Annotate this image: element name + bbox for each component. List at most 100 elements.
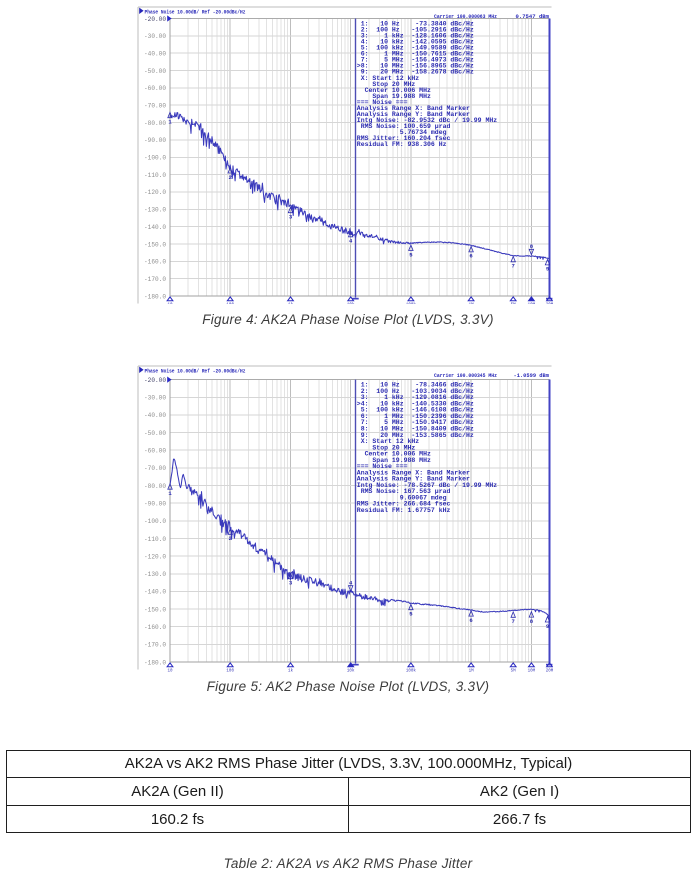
svg-text:10k: 10k xyxy=(347,303,355,304)
svg-text:-90.00: -90.00 xyxy=(144,500,166,507)
svg-text:-160.0: -160.0 xyxy=(144,624,166,631)
svg-text:8: 8 xyxy=(530,243,534,250)
svg-text:9: 20 MHz -153.5865 dBc/Hz: 9: 20 MHz -153.5865 dBc/Hz xyxy=(357,432,474,439)
svg-text:>4: 10 kHz -140.5330 dBc/Hz: >4: 10 kHz -140.5330 dBc/Hz xyxy=(357,400,474,407)
svg-text:Analysis Range Y: Band Marker: Analysis Range Y: Band Marker xyxy=(357,476,470,483)
svg-text:Analysis Range X: Band Marker: Analysis Range X: Band Marker xyxy=(357,105,470,112)
svg-text:-30.00: -30.00 xyxy=(144,395,166,402)
svg-text:-130.0: -130.0 xyxy=(144,207,166,214)
svg-text:Phase Noise 10.00dB/ Ref -20.0: Phase Noise 10.00dB/ Ref -20.00dBc/Hz xyxy=(145,8,246,15)
svg-text:7: 5 MHz -156.4973 dBc/Hz: 7: 5 MHz -156.4973 dBc/Hz xyxy=(357,57,474,64)
svg-text:Residual FM: 938.306 Hz: Residual FM: 938.306 Hz xyxy=(357,141,447,148)
svg-text:-40.00: -40.00 xyxy=(144,412,166,419)
svg-text:1: 10 Hz -73.3840 dBc/Hz: 1: 10 Hz -73.3840 dBc/Hz xyxy=(357,21,474,28)
svg-text:5: 100 kHz -149.9589 dBc/Hz: 5: 100 kHz -149.9589 dBc/Hz xyxy=(357,45,474,52)
svg-text:9.60067 mdeg: 9.60067 mdeg xyxy=(357,494,447,501)
svg-text:-130.0: -130.0 xyxy=(144,571,166,578)
svg-text:-180.0: -180.0 xyxy=(144,293,166,300)
svg-text:Stop 20 MHz: Stop 20 MHz xyxy=(357,81,416,88)
svg-text:=== Noise ===: === Noise === xyxy=(357,99,408,106)
svg-text:2: 100 Hz -105.2916 dBc/Hz: 2: 100 Hz -105.2916 dBc/Hz xyxy=(357,27,474,34)
svg-text:10: 10 xyxy=(167,670,173,673)
svg-text:-70.00: -70.00 xyxy=(144,465,166,472)
svg-text:-1.0599 dBm: -1.0599 dBm xyxy=(514,372,550,379)
svg-text:6: 1 MHz -150.2396 dBc/Hz: 6: 1 MHz -150.2396 dBc/Hz xyxy=(357,413,474,420)
svg-text:6: 6 xyxy=(469,617,473,624)
svg-text:1: 1 xyxy=(168,490,172,497)
svg-text:1: 10 Hz -78.3466 dBc/Hz: 1: 10 Hz -78.3466 dBc/Hz xyxy=(357,382,474,389)
svg-text:5.76734 mdeg: 5.76734 mdeg xyxy=(357,129,447,136)
svg-text:-160.0: -160.0 xyxy=(144,259,166,266)
svg-text:2: 2 xyxy=(229,174,233,181)
svg-text:-60.00: -60.00 xyxy=(144,85,166,92)
svg-text:-140.0: -140.0 xyxy=(144,224,166,231)
svg-text:Center 10.006 MHz: Center 10.006 MHz xyxy=(357,451,431,458)
svg-text:Carrier 100.000063 MHz: Carrier 100.000063 MHz xyxy=(434,13,497,20)
svg-text:-20.00: -20.00 xyxy=(144,16,166,23)
svg-text:RMS Noise: 100.659 μrad: RMS Noise: 100.659 μrad xyxy=(357,123,451,130)
svg-text:-70.00: -70.00 xyxy=(144,103,166,110)
svg-text:X: Start 12 kHz: X: Start 12 kHz xyxy=(357,75,419,82)
svg-text:5: 100 kHz -146.6108 dBc/Hz: 5: 100 kHz -146.6108 dBc/Hz xyxy=(357,407,474,414)
svg-text:Center 10.006 MHz: Center 10.006 MHz xyxy=(357,87,431,94)
svg-text:X: Start 12 kHz: X: Start 12 kHz xyxy=(357,438,419,445)
svg-text:-150.0: -150.0 xyxy=(144,241,166,248)
svg-text:9: 20 MHz -158.2678 dBc/Hz: 9: 20 MHz -158.2678 dBc/Hz xyxy=(357,69,474,76)
svg-text:RMS Jitter: 160.204 fsec: RMS Jitter: 160.204 fsec xyxy=(357,135,451,142)
svg-text:5: 5 xyxy=(409,611,413,618)
svg-text:7: 5 MHz -150.9417 dBc/Hz: 7: 5 MHz -150.9417 dBc/Hz xyxy=(357,419,474,426)
svg-text:-180.0: -180.0 xyxy=(144,659,166,666)
svg-text:100: 100 xyxy=(226,670,234,673)
svg-text:8: 10 MHz -150.8409 dBc/Hz: 8: 10 MHz -150.8409 dBc/Hz xyxy=(357,425,474,432)
svg-text:-170.0: -170.0 xyxy=(144,642,166,649)
svg-text:RMS Jitter: 266.684 fsec: RMS Jitter: 266.684 fsec xyxy=(357,501,451,508)
svg-text:1: 1 xyxy=(168,119,172,126)
svg-text:8: 8 xyxy=(530,618,534,625)
svg-text:Stop 20 MHz: Stop 20 MHz xyxy=(357,444,416,451)
svg-text:1k: 1k xyxy=(288,303,294,304)
svg-text:-150.0: -150.0 xyxy=(144,606,166,613)
svg-text:-120.0: -120.0 xyxy=(144,553,166,560)
svg-text:0.7547 dBm: 0.7547 dBm xyxy=(516,13,550,20)
svg-text:=== Noise ===: === Noise === xyxy=(357,463,408,470)
svg-text:Carrier 100.000345 MHz: Carrier 100.000345 MHz xyxy=(434,372,497,379)
svg-text:Phase Noise 10.00dB/ Ref -20.0: Phase Noise 10.00dB/ Ref -20.00dBc/Hz xyxy=(145,367,246,374)
svg-text:9: 9 xyxy=(546,623,550,630)
svg-text:7: 7 xyxy=(512,263,515,270)
svg-text:RMS Noise: 167.563 μrad: RMS Noise: 167.563 μrad xyxy=(357,488,451,495)
svg-text:10k: 10k xyxy=(347,669,355,673)
svg-text:6: 6 xyxy=(469,253,473,260)
svg-text:Residual FM: 1.67757 kHz: Residual FM: 1.67757 kHz xyxy=(357,507,451,514)
svg-text:4: 4 xyxy=(349,238,353,245)
svg-text:20M: 20M xyxy=(546,670,553,673)
svg-text:-50.00: -50.00 xyxy=(144,68,166,75)
svg-text:-90.00: -90.00 xyxy=(144,137,166,144)
svg-text:6: 1 MHz -150.7615 dBc/Hz: 6: 1 MHz -150.7615 dBc/Hz xyxy=(357,51,474,58)
svg-text:-80.00: -80.00 xyxy=(144,483,166,490)
svg-text:5: 5 xyxy=(409,251,413,258)
svg-text:Span 19.988 MHz: Span 19.988 MHz xyxy=(357,93,431,100)
svg-text:5M: 5M xyxy=(511,670,517,673)
svg-text:-20.00: -20.00 xyxy=(144,377,166,384)
svg-text:3: 1 kHz -128.1606 dBc/Hz: 3: 1 kHz -128.1606 dBc/Hz xyxy=(357,33,474,40)
svg-text:4: 4 xyxy=(349,580,353,587)
svg-text:>8: 10 MHz -156.8965 dBc/Hz: >8: 10 MHz -156.8965 dBc/Hz xyxy=(357,63,474,70)
svg-text:-110.0: -110.0 xyxy=(144,536,166,543)
svg-text:Span 19.988 MHz: Span 19.988 MHz xyxy=(357,457,431,464)
svg-text:Analysis Range X: Band Marker: Analysis Range X: Band Marker xyxy=(357,469,470,476)
svg-text:9: 9 xyxy=(546,266,550,273)
svg-text:4: 10 kHz -142.0595 dBc/Hz: 4: 10 kHz -142.0595 dBc/Hz xyxy=(357,39,474,46)
svg-text:3: 3 xyxy=(289,580,293,587)
svg-text:-30.00: -30.00 xyxy=(144,33,166,40)
svg-text:2: 100 Hz -103.9034 dBc/Hz: 2: 100 Hz -103.9034 dBc/Hz xyxy=(357,388,474,395)
svg-text:-100.0: -100.0 xyxy=(144,518,166,525)
svg-text:1M: 1M xyxy=(469,670,475,673)
svg-text:-110.0: -110.0 xyxy=(144,172,166,179)
svg-text:-80.00: -80.00 xyxy=(144,120,166,127)
svg-text:-50.00: -50.00 xyxy=(144,430,166,437)
svg-text:Intg Noise: -82.9532 dBc / 19.: Intg Noise: -82.9532 dBc / 19.99 MHz xyxy=(357,117,497,124)
svg-text:3: 3 xyxy=(289,214,293,221)
svg-text:1k: 1k xyxy=(288,669,294,673)
svg-text:-40.00: -40.00 xyxy=(144,51,166,58)
svg-text:100k: 100k xyxy=(406,303,417,304)
